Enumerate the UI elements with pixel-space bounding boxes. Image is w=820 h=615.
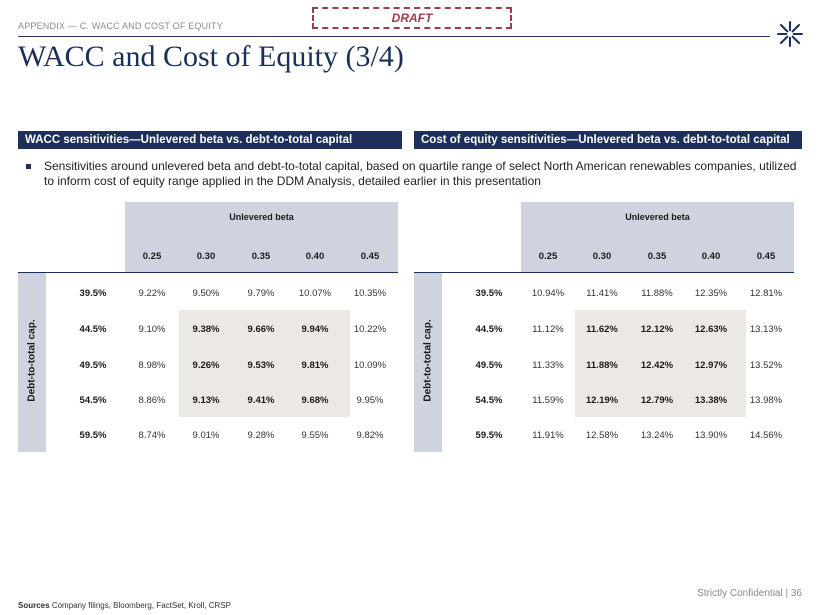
beta-column-header: 0.35 — [647, 251, 667, 262]
table-cell: 13.98% — [749, 395, 783, 406]
debt-ratio-row-label: 39.5% — [475, 288, 503, 299]
table-cell: 11.62% — [586, 324, 618, 335]
section-title-cost-of-equity: Cost of equity sensitivities—Unlevered b… — [414, 131, 802, 149]
base-case-highlight — [179, 310, 350, 417]
table-cell: 9.38% — [192, 324, 220, 335]
table-cell: 11.91% — [532, 430, 564, 441]
beta-column-header: 0.25 — [142, 251, 162, 262]
debt-ratio-row-label: 49.5% — [475, 360, 503, 371]
table-cell: 9.22% — [138, 288, 166, 299]
sources-text: Company filings, Bloomberg, FactSet, Kro… — [51, 601, 231, 610]
table-cell: 10.09% — [353, 360, 387, 371]
debt-ratio-row-label: 54.5% — [79, 395, 107, 406]
table-cell: 9.79% — [247, 288, 275, 299]
table-cell: 11.41% — [586, 288, 618, 299]
bullet-point: Sensitivities around unlevered beta and … — [26, 159, 804, 189]
table-cell: 8.98% — [138, 360, 166, 371]
table-cell: 11.12% — [532, 324, 564, 335]
table-cell: 9.82% — [356, 430, 384, 441]
table-cell: 9.68% — [301, 395, 329, 406]
debt-ratio-row-label: 59.5% — [475, 430, 503, 441]
table-cell: 8.74% — [138, 430, 166, 441]
table-cell: 10.35% — [353, 288, 387, 299]
bullet-text: Sensitivities around unlevered beta and … — [44, 159, 797, 188]
table-cell: 11.88% — [586, 360, 618, 371]
sources-note: Sources Company filings, Bloomberg, Fact… — [18, 601, 231, 610]
table-cell: 12.35% — [694, 288, 728, 299]
table-cell: 9.26% — [192, 360, 220, 371]
unlevered-beta-header: Unlevered beta — [229, 212, 294, 222]
table-cell: 8.86% — [138, 395, 166, 406]
beta-column-header: 0.40 — [701, 251, 721, 262]
table-cell: 12.58% — [585, 430, 619, 441]
debt-ratio-row-label: 44.5% — [79, 324, 107, 335]
debt-to-total-cap-band — [414, 273, 442, 452]
cost-of-equity-sensitivity-table: Unlevered beta Debt-to-total cap. 0.25 0.30… — [414, 202, 794, 452]
base-case-highlight — [575, 310, 746, 417]
breadcrumb: APPENDIX — C. WACC AND COST OF EQUITY — [18, 21, 223, 31]
table-cell: 9.01% — [192, 430, 220, 441]
table-cell: 13.90% — [694, 430, 728, 441]
beta-column-header: 0.30 — [592, 251, 612, 262]
table-cell: 14.56% — [749, 430, 783, 441]
beta-column-header: 0.45 — [360, 251, 380, 262]
unlevered-beta-header: Unlevered beta — [625, 212, 690, 222]
table-cell: 9.53% — [247, 360, 275, 371]
debt-to-total-cap-band — [18, 273, 46, 452]
beta-column-header: 0.30 — [196, 251, 216, 262]
table-cell: 12.79% — [640, 395, 674, 406]
table-cell: 11.88% — [641, 288, 673, 299]
starburst-logo-icon — [777, 21, 803, 47]
table-cell: 10.07% — [298, 288, 332, 299]
header-rule — [414, 272, 794, 273]
table-cell: 9.41% — [247, 395, 275, 406]
debt-ratio-row-label: 54.5% — [475, 395, 503, 406]
table-cell: 11.33% — [532, 360, 564, 371]
table-cell: 10.94% — [531, 288, 565, 299]
table-cell: 10.22% — [353, 324, 387, 335]
debt-to-total-cap-label: Debt-to-total cap. — [422, 319, 434, 402]
table-cell: 9.95% — [356, 395, 384, 406]
debt-ratio-row-label: 49.5% — [79, 360, 107, 371]
table-cell: 12.97% — [694, 360, 728, 371]
debt-ratio-row-label: 59.5% — [79, 430, 107, 441]
table-cell: 12.42% — [640, 360, 674, 371]
table-cell: 9.66% — [247, 324, 275, 335]
beta-column-header: 0.25 — [538, 251, 558, 262]
table-cell: 9.28% — [247, 430, 275, 441]
page-title: WACC and Cost of Equity (3/4) — [18, 40, 404, 73]
table-cell: 9.50% — [192, 288, 220, 299]
confidential-footer: Strictly Confidential | 36 — [697, 588, 802, 599]
table-cell: 12.12% — [640, 324, 674, 335]
beta-column-header: 0.35 — [251, 251, 271, 262]
table-cell: 9.94% — [301, 324, 329, 335]
unlevered-beta-header-band — [521, 202, 794, 272]
table-cell: 13.52% — [749, 360, 783, 371]
draft-stamp: DRAFT — [312, 7, 512, 29]
beta-column-header: 0.45 — [756, 251, 776, 262]
unlevered-beta-header-band — [125, 202, 398, 272]
table-cell: 11.59% — [532, 395, 564, 406]
debt-ratio-row-label: 39.5% — [79, 288, 107, 299]
section-title-wacc: WACC sensitivities—Unlevered beta vs. de… — [18, 131, 402, 149]
debt-ratio-row-label: 44.5% — [475, 324, 503, 335]
bullet-square-icon — [26, 164, 31, 169]
wacc-sensitivity-table: Unlevered beta Debt-to-total cap. 0.25 0.30… — [18, 202, 398, 452]
sources-label: Sources — [18, 601, 50, 610]
debt-to-total-cap-label: Debt-to-total cap. — [26, 319, 38, 402]
table-cell: 9.13% — [192, 395, 220, 406]
beta-column-header: 0.40 — [305, 251, 325, 262]
table-cell: 13.13% — [749, 324, 783, 335]
table-cell: 9.10% — [138, 324, 166, 335]
table-cell: 12.63% — [694, 324, 728, 335]
table-cell: 13.24% — [640, 430, 674, 441]
table-cell: 9.55% — [301, 430, 329, 441]
header-rule — [18, 272, 398, 273]
table-cell: 9.81% — [301, 360, 329, 371]
table-cell: 12.81% — [749, 288, 783, 299]
table-cell: 12.19% — [585, 395, 619, 406]
table-cell: 13.38% — [694, 395, 728, 406]
header-rule — [18, 36, 770, 37]
